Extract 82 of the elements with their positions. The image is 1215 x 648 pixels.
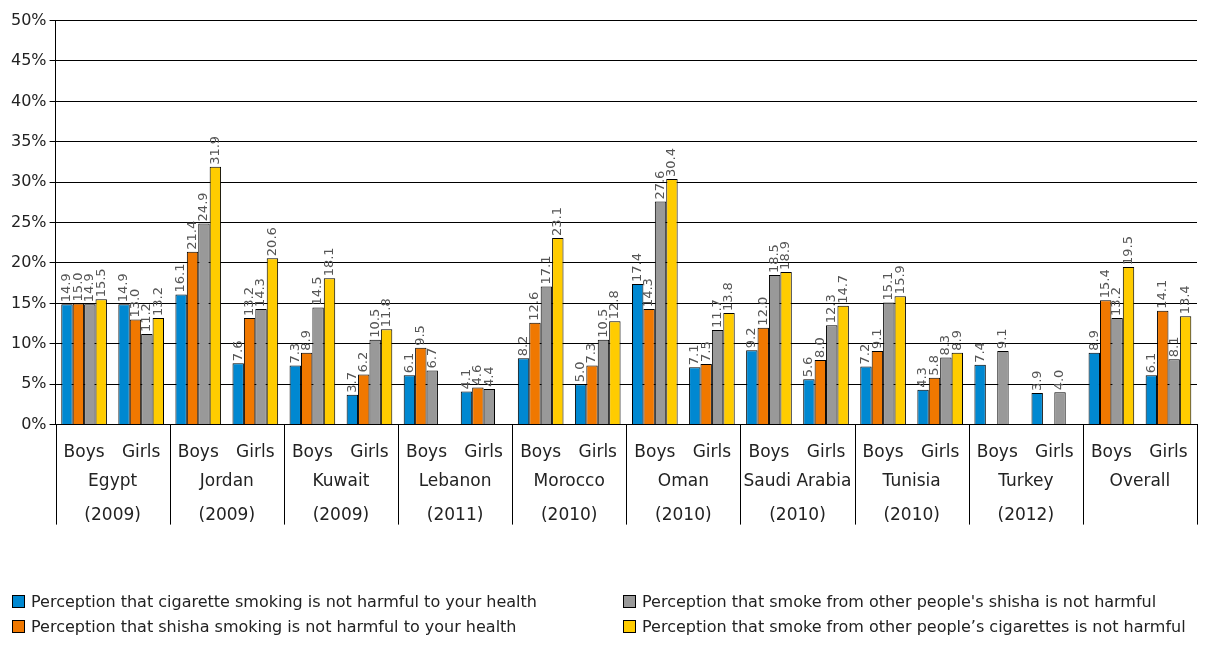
x-tick-label: Girls bbox=[464, 441, 503, 462]
data-label: 9.1 bbox=[994, 328, 1010, 350]
data-label: 21.4 bbox=[183, 220, 199, 250]
text: Egypt (2009) bbox=[84, 470, 141, 525]
data-label: 9.5 bbox=[412, 325, 428, 346]
data-label: 31.9 bbox=[206, 135, 222, 165]
x-tick-label: Boys bbox=[63, 441, 105, 462]
x-tick-label: Boys bbox=[976, 441, 1018, 462]
data-label: 17.1 bbox=[537, 255, 553, 285]
y-tick-label: 40% bbox=[11, 90, 47, 110]
data-label: 3.9 bbox=[1028, 370, 1044, 392]
y-tick-label: 5% bbox=[21, 373, 47, 393]
data-label: 18.9 bbox=[777, 240, 793, 270]
x-tick-label: Boys bbox=[1090, 441, 1133, 462]
x-tick-label: Boys bbox=[634, 441, 676, 462]
x-tick-label: Boys bbox=[520, 441, 562, 462]
data-label: 7.4 bbox=[971, 342, 987, 363]
data-label: 8.0 bbox=[811, 337, 827, 358]
data-label: 14.3 bbox=[640, 278, 656, 308]
data-label: 6.1 bbox=[400, 352, 416, 374]
x-tick-label: Girls bbox=[806, 441, 846, 462]
data-label: 8.2 bbox=[514, 335, 530, 357]
x-tick-label: Boys bbox=[748, 441, 790, 462]
text: Jordan (2009) bbox=[198, 470, 256, 525]
data-label: 14.1 bbox=[1154, 279, 1170, 309]
data-label: 6.7 bbox=[423, 347, 439, 369]
data-label: 24.9 bbox=[195, 192, 211, 222]
x-tick-label: Girls bbox=[692, 441, 732, 462]
data-label: 16.1 bbox=[172, 263, 188, 293]
y-tick-label: 25% bbox=[11, 211, 47, 231]
data-label: 6.1 bbox=[1142, 352, 1158, 374]
x-tick-label: Boys bbox=[862, 441, 904, 462]
data-label: 8.1 bbox=[1165, 336, 1181, 358]
y-tick-label: 35% bbox=[11, 130, 47, 150]
legend-label: Perception that shisha smoking is not harmful to your health bbox=[31, 617, 517, 636]
text: Oman (2010) bbox=[655, 470, 712, 525]
x-tick-label: Girls bbox=[920, 441, 960, 462]
x-tick-label: Girls bbox=[350, 441, 389, 462]
data-label: 9.2 bbox=[743, 327, 759, 349]
text: Morocco (2010) bbox=[533, 470, 605, 525]
y-tick-label: 15% bbox=[11, 292, 47, 312]
x-tick-label: Girls bbox=[1035, 441, 1074, 462]
y-tick-label: 0% bbox=[21, 413, 47, 433]
data-label: 10.5 bbox=[366, 308, 382, 338]
data-label: 12.6 bbox=[526, 291, 542, 321]
x-tick-label: Girls bbox=[236, 441, 275, 462]
legend-label: Perception that smoke from other people’s cigarettes is not harmful bbox=[642, 617, 1186, 636]
x-tick-label: Boys bbox=[291, 441, 334, 462]
legend-label: Perception that cigarette smoking is not harmful to your health bbox=[31, 592, 537, 611]
data-label: 5.0 bbox=[572, 361, 587, 383]
data-label: 12.0 bbox=[754, 296, 770, 326]
text: Lebanon (2011) bbox=[418, 470, 492, 525]
x-tick-label: Girls bbox=[1149, 441, 1188, 462]
data-label: 6.2 bbox=[355, 351, 371, 373]
x-tick-label: Girls bbox=[121, 441, 161, 462]
data-label: 5.6 bbox=[800, 356, 816, 378]
x-tick-label: Boys bbox=[177, 441, 219, 462]
data-label: 7.6 bbox=[229, 340, 245, 362]
y-tick-label: 45% bbox=[11, 50, 47, 70]
y-tick-label: 10% bbox=[11, 332, 47, 352]
data-label: 20.6 bbox=[263, 227, 279, 257]
text: Tunisia (2010) bbox=[881, 470, 941, 525]
y-tick-label: 30% bbox=[11, 171, 47, 191]
data-label: 13.4 bbox=[1176, 285, 1192, 315]
data-label: 19.5 bbox=[1119, 236, 1135, 266]
data-label: 8.9 bbox=[1085, 330, 1101, 351]
data-label: 3.7 bbox=[343, 372, 359, 393]
legend-label: Perception that smoke from other people's shisha is not harmful bbox=[642, 592, 1157, 611]
text: Turkey (2012) bbox=[997, 470, 1055, 525]
data-label: 13.2 bbox=[1108, 286, 1124, 316]
y-tick-label: 50% bbox=[11, 9, 47, 29]
data-label: 14.5 bbox=[309, 276, 325, 306]
text: Saudi Arabia (2010) bbox=[743, 470, 852, 525]
x-tick-label: Boys bbox=[406, 441, 448, 462]
data-label: 18.1 bbox=[320, 247, 336, 277]
y-tick-label: 20% bbox=[11, 252, 47, 272]
x-tick-label: Girls bbox=[578, 441, 618, 462]
text: Kuwait (2009) bbox=[312, 470, 370, 525]
data-label: 7.3 bbox=[583, 342, 599, 364]
data-label: 4.0 bbox=[1051, 369, 1067, 391]
text: Overall bbox=[1109, 470, 1171, 491]
data-label: 23.1 bbox=[549, 207, 565, 236]
